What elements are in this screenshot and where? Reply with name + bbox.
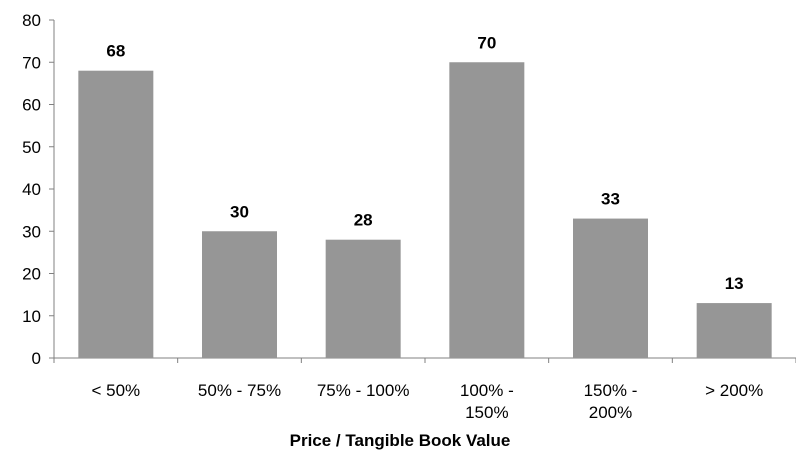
bars bbox=[78, 62, 772, 358]
y-tick-label: 20 bbox=[22, 265, 41, 284]
y-axis: 0 10 20 30 40 50 60 70 80 bbox=[22, 11, 55, 368]
y-tick-label: 0 bbox=[32, 349, 41, 368]
bar bbox=[573, 218, 648, 358]
data-label: 70 bbox=[477, 33, 496, 52]
bar bbox=[449, 62, 525, 358]
y-tick-label: 60 bbox=[22, 96, 41, 115]
bar bbox=[202, 231, 277, 358]
data-label: 33 bbox=[601, 190, 620, 209]
y-tick-label: 80 bbox=[22, 11, 41, 30]
y-tick-label: 50 bbox=[22, 138, 41, 157]
x-tick-label: 75% - 100% bbox=[317, 381, 410, 400]
data-label: 30 bbox=[230, 202, 249, 221]
y-tick-label: 40 bbox=[22, 180, 41, 199]
y-tick-label: 30 bbox=[22, 222, 41, 241]
x-tick-label: 100% -150% bbox=[460, 381, 514, 422]
data-label: 68 bbox=[106, 42, 125, 61]
x-tick-label: 50% - 75% bbox=[198, 381, 281, 400]
bar bbox=[325, 239, 401, 358]
x-tick-label: > 200% bbox=[705, 381, 763, 400]
y-tick-label: 10 bbox=[22, 307, 41, 326]
data-label: 13 bbox=[725, 274, 744, 293]
bar bbox=[696, 303, 772, 358]
x-tick-labels: < 50% 50% - 75% 75% - 100% 100% -150% 150% -… bbox=[91, 381, 763, 422]
x-axis-title: Price / Tangible Book Value bbox=[290, 431, 511, 450]
data-labels: 68 30 28 70 33 13 bbox=[106, 33, 743, 293]
bar bbox=[78, 70, 154, 358]
x-tick-label: 150% -200% bbox=[584, 381, 638, 422]
x-axis bbox=[53, 357, 796, 363]
data-label: 28 bbox=[354, 211, 373, 230]
x-tick-label: < 50% bbox=[91, 381, 140, 400]
y-tick-label: 70 bbox=[22, 53, 41, 72]
